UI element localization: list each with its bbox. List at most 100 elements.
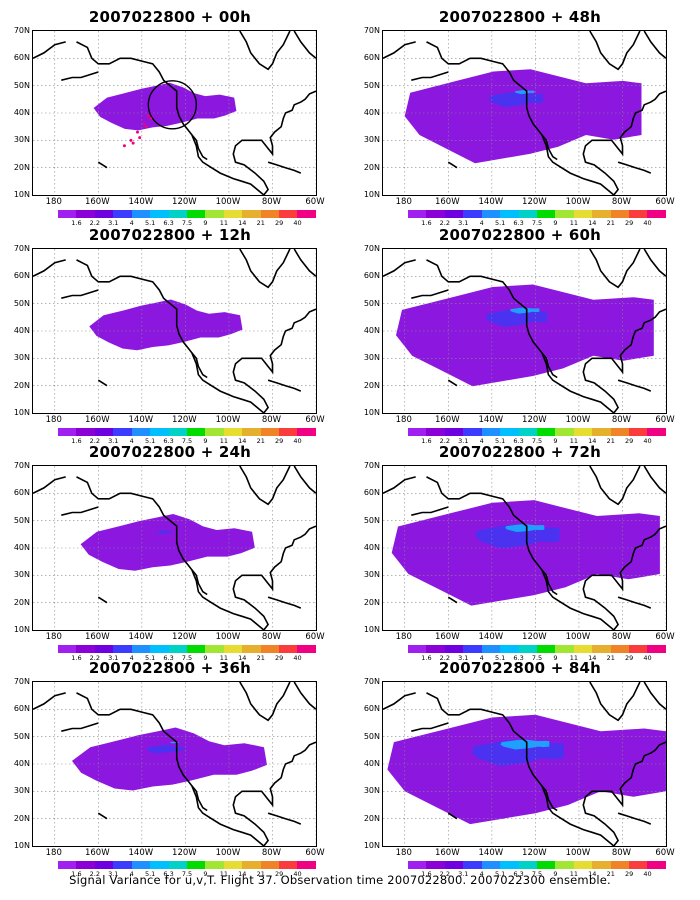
latitude-label: 40N: [363, 759, 380, 768]
colorbar-swatch: [205, 210, 224, 218]
colorbar-label: 5.1: [144, 870, 156, 878]
colorbar-label: 6.3: [513, 654, 524, 662]
colorbar-label: 40: [643, 437, 652, 445]
colorbar-label: 1.6: [71, 654, 82, 662]
variance-region: [89, 299, 243, 351]
colorbar-label: 14: [238, 654, 247, 662]
colorbar-label: 11: [569, 437, 578, 445]
latitude-label: 30N: [13, 786, 30, 796]
colorbar-swatch: [150, 428, 169, 436]
colorbar-swatch: [426, 861, 445, 869]
variance-region: [93, 82, 237, 131]
colorbar-swatch: [297, 861, 316, 869]
colorbar-label: 29: [625, 654, 634, 662]
coastline: [383, 692, 416, 711]
colorbar-label: 11: [219, 437, 228, 445]
longitude-label: 80W: [261, 415, 282, 425]
colorbar-label: 7.5: [181, 437, 193, 445]
latitude-label: 30N: [13, 570, 30, 580]
variance-region: [391, 500, 660, 606]
longitude-label: 140W: [128, 197, 154, 207]
coastline: [191, 134, 208, 161]
colorbar-label: 9: [203, 870, 208, 878]
colorbar-swatch: [408, 645, 427, 653]
coastline: [61, 722, 99, 732]
colorbar-swatch: [555, 861, 574, 869]
longitude-label: 180: [45, 848, 62, 858]
latitude-label: 70N: [363, 677, 380, 686]
colorbar-swatch: [426, 210, 445, 218]
latitude-label: 20N: [13, 813, 30, 823]
latitude-label: 20N: [363, 162, 380, 172]
colorbar-swatch: [610, 645, 630, 653]
coastline: [589, 31, 641, 71]
colorbar-swatch: [481, 861, 501, 869]
latitude-label: 10N: [363, 625, 380, 634]
colorbar-label: 29: [275, 437, 284, 445]
longitude-label: 100W: [565, 197, 591, 207]
longitude-label: 180: [45, 415, 62, 425]
colorbar-label: 4: [479, 437, 484, 445]
coastline: [33, 692, 66, 711]
coastline: [97, 596, 108, 604]
variance-region: [475, 524, 560, 549]
latitude-label: 50N: [363, 80, 380, 90]
longitude-label: 120W: [522, 415, 547, 425]
colorbar-label: 2.2: [439, 654, 451, 662]
colorbar-swatch: [279, 210, 298, 218]
colorbar-label: 29: [625, 219, 634, 227]
coastline: [97, 379, 108, 387]
colorbar-label: 7.5: [181, 654, 193, 662]
colorbar-label: 11: [219, 219, 228, 227]
colorbar-swatch: [426, 428, 445, 436]
colorbar-swatch: [573, 428, 593, 436]
colorbar-label: 40: [293, 437, 302, 445]
coastline: [426, 41, 615, 195]
flight-track-point: [144, 125, 148, 129]
colorbar-label: 1.6: [421, 654, 432, 662]
longitude-label: 120W: [172, 848, 197, 858]
map-panel: 2007022800 + 48h 70N 60N 50N 40N 30N 20N 10N 180…: [350, 8, 690, 227]
latitude-label: 20N: [13, 597, 30, 607]
colorbar-swatch: [536, 428, 556, 436]
colorbar-label: 2.2: [89, 437, 101, 445]
coastline: [617, 379, 652, 392]
colorbar-swatch: [76, 210, 95, 218]
latitude-label: 20N: [363, 380, 380, 390]
coastline: [617, 812, 652, 825]
colorbar-swatch: [76, 645, 95, 653]
variance-region: [156, 530, 172, 534]
colorbar-label: 5.1: [494, 870, 506, 878]
latitude-label: 40N: [13, 759, 30, 768]
longitude-label: 120W: [172, 197, 197, 207]
longitude-label: 80W: [611, 415, 632, 425]
colorbar-swatch: [131, 645, 151, 653]
latitude-label: 10N: [13, 841, 30, 850]
colorbar-swatch: [186, 645, 206, 653]
colorbar: [408, 645, 666, 653]
latitude-label: 30N: [13, 135, 30, 145]
longitude-label: 160W: [434, 848, 460, 858]
flight-track-point: [149, 116, 153, 120]
colorbar-label: 21: [256, 437, 265, 445]
colorbar-label: 4: [129, 437, 134, 445]
colorbar-swatch: [408, 428, 427, 436]
colorbar-swatch: [113, 428, 132, 436]
latitude-label: 70N: [13, 677, 30, 686]
colorbar-swatch: [205, 645, 224, 653]
colorbar-swatch: [279, 861, 298, 869]
colorbar-swatch: [481, 210, 501, 218]
colorbar-swatch: [536, 645, 556, 653]
latitude-label: 10N: [13, 408, 30, 417]
colorbar-label: 6.3: [163, 219, 174, 227]
longitude-label: 80W: [611, 632, 632, 642]
longitude-label: 100W: [215, 848, 241, 858]
coastline: [411, 506, 449, 516]
coastline: [239, 682, 291, 722]
colorbar: [408, 861, 666, 869]
coastline: [383, 259, 416, 278]
colorbar-swatch: [592, 210, 611, 218]
colorbar-swatch: [463, 645, 482, 653]
latitude-label: 30N: [13, 353, 30, 363]
longitude-label: 180: [45, 197, 62, 207]
